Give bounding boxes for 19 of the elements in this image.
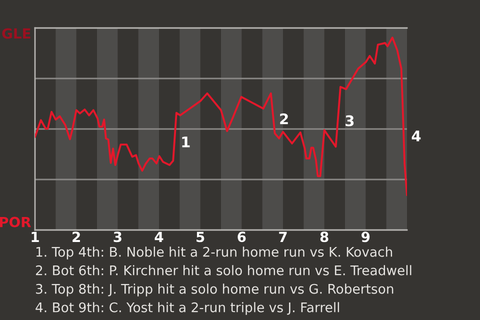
- text: GLE: [2, 28, 30, 39]
- x-tick-label: 9: [362, 232, 370, 242]
- annotation: 3: [346, 115, 354, 126]
- text: 1. Top 4th: B. Noble hit a 2-run home run vs K. Kovach: [36, 246, 392, 260]
- annotation: 1: [182, 136, 190, 148]
- x-tick-label: 8: [320, 232, 328, 242]
- text: 4. Bot 9th: C. Yost hit a 2-run triple vs J. Farrell: [36, 302, 340, 315]
- x-tick-label: 6: [238, 232, 246, 242]
- x-tick-label: 4: [154, 232, 164, 242]
- x-tick-label: 5: [196, 232, 204, 242]
- x-tick-label: 1: [32, 232, 39, 242]
- x-tick-label: 2: [72, 232, 80, 242]
- text: 2. Bot 6th: P. Kirchner hit a solo home run vs E. Treadwell: [36, 265, 412, 276]
- annotation: 2: [280, 113, 288, 124]
- annotation: 4: [412, 130, 421, 142]
- text: POR: [0, 216, 31, 228]
- text: 3. Top 8th: J. Tripp hit a solo home run vs G. Robertson: [36, 284, 394, 296]
- x-tick-label: 3: [114, 232, 122, 242]
- x-tick-label: 7: [279, 232, 287, 242]
